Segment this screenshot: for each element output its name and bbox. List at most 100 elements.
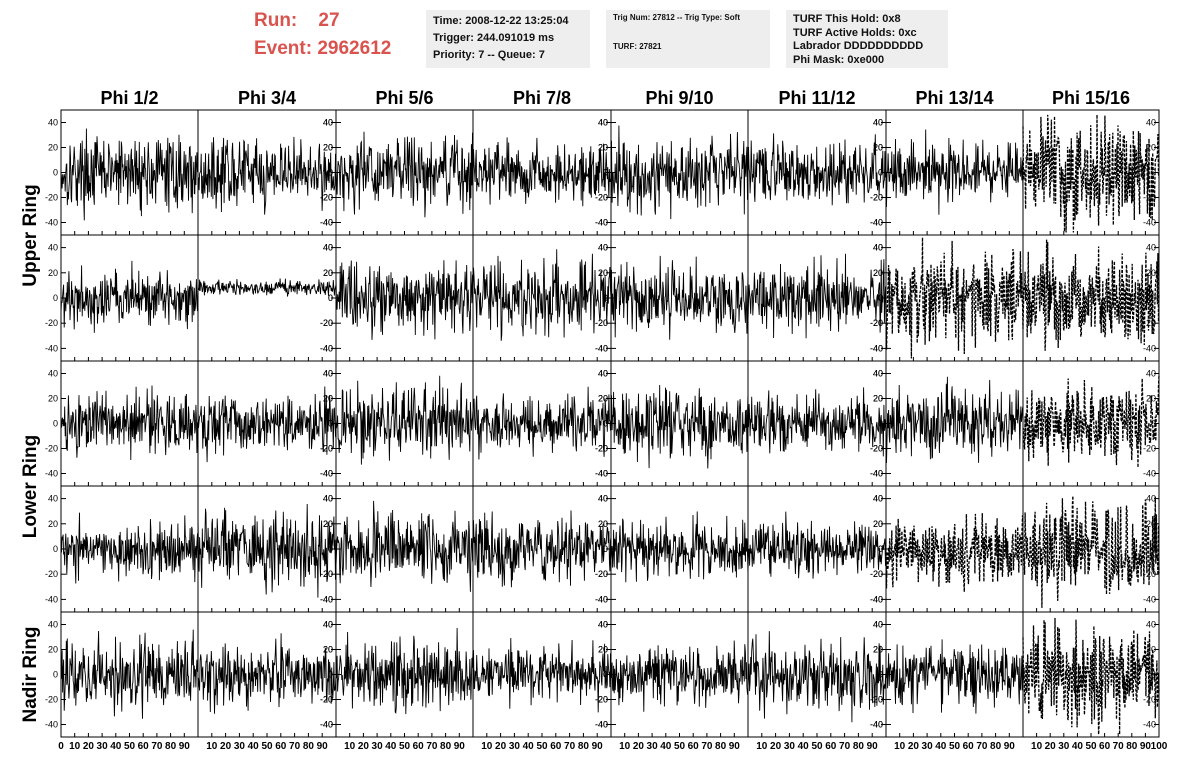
- x-tick-label: 70: [289, 741, 301, 752]
- x-tick-label: 90: [317, 741, 329, 752]
- y-tick-label: 0: [878, 293, 883, 303]
- panel-r3-c6: -40 -20 0 20 40: [870, 485, 1024, 613]
- waveform-trace: [747, 631, 887, 723]
- y-tick-label: 40: [873, 620, 883, 630]
- x-tick-label: 80: [303, 741, 315, 752]
- y-tick-label: -40: [320, 720, 333, 730]
- waveform-trace: [197, 503, 337, 598]
- y-tick-label: 20: [323, 394, 333, 404]
- x-tick-label: 60: [825, 741, 837, 752]
- x-tick-label: 50: [949, 741, 961, 752]
- y-tick-label: 20: [323, 519, 333, 529]
- panel-frame: [197, 234, 337, 362]
- time-info-box: Time: 2008-12-22 13:25:04 Trigger: 244.0…: [426, 10, 590, 68]
- y-tick-label: 40: [873, 243, 883, 253]
- y-tick-label: 40: [1146, 243, 1156, 253]
- y-tick-label: 0: [878, 168, 883, 178]
- x-tick-label: 40: [523, 741, 535, 752]
- turf-info-box: TURF This Hold: 0x8 TURF Active Holds: 0…: [786, 10, 948, 68]
- panel-r4-c4: -40 -20 0 20 40: [595, 611, 749, 738]
- x-tick-label: 50: [399, 741, 411, 752]
- waveform-trace: [1022, 495, 1160, 608]
- row-label: Nadir Ring: [20, 626, 41, 722]
- panel-r4-c0: -40 -20 0 20 40: [45, 611, 199, 738]
- y-tick-label: 40: [873, 494, 883, 504]
- waveform-trace: [885, 237, 1024, 359]
- panel-r0-c2: -40 -20 0 20 40: [320, 109, 474, 236]
- y-tick-label: 0: [603, 544, 608, 554]
- x-tick-label: 20: [358, 741, 370, 752]
- y-tick-label: 20: [598, 645, 608, 655]
- waveform-trace: [885, 513, 1024, 592]
- y-tick-label: 40: [598, 494, 608, 504]
- y-tick-label: 0: [1151, 419, 1156, 429]
- x-tick-label: 90: [1004, 741, 1016, 752]
- x-tick-label: 60: [1099, 741, 1111, 752]
- y-tick-label: 40: [598, 243, 608, 253]
- y-tick-label: 20: [323, 268, 333, 278]
- y-tick-label: 20: [873, 268, 883, 278]
- y-tick-label: 40: [1146, 620, 1156, 630]
- panel-r1-c6: -40 -20 0 20 40: [870, 234, 1024, 362]
- waveform-trace: [1022, 617, 1160, 735]
- y-tick-label: -40: [320, 218, 333, 228]
- panel-r2-c1: -40 -20 0 20 40: [197, 360, 337, 487]
- trig-num-line: Trig Num: 27812 -- Trig Type: Soft: [613, 13, 740, 22]
- event-value: 2962612: [317, 38, 392, 59]
- waveform-trace: [747, 511, 887, 579]
- x-tick-label: 50: [536, 741, 548, 752]
- turf-line: TURF: 27821: [613, 42, 662, 51]
- y-tick-label: -40: [870, 720, 883, 730]
- y-tick-label: -20: [595, 695, 608, 705]
- y-tick-label: 20: [1146, 645, 1156, 655]
- y-tick-label: 40: [323, 243, 333, 253]
- x-tick-label: 40: [248, 741, 260, 752]
- y-tick-label: 0: [328, 168, 333, 178]
- y-tick-label: 20: [48, 519, 58, 529]
- panel-r4-c5: -40 -20 0 20 40: [747, 611, 887, 738]
- y-tick-label: 40: [598, 620, 608, 630]
- x-tick-label: 30: [784, 741, 796, 752]
- y-tick-label: -20: [595, 193, 608, 203]
- y-tick-label: 40: [873, 620, 883, 630]
- run-label: Run: 27: [254, 10, 340, 32]
- y-tick-label: -40: [45, 594, 58, 604]
- y-tick-label: 20: [48, 268, 58, 278]
- y-tick-label: 40: [598, 494, 608, 504]
- panel-r0-c4: -40 -20 0 20 40: [595, 109, 749, 236]
- y-tick-label: -40: [45, 720, 58, 730]
- y-tick-label: -20: [870, 193, 883, 203]
- waveform-trace: [197, 278, 337, 297]
- waveform-trace: [335, 260, 474, 340]
- y-tick-label: -20: [1143, 444, 1156, 454]
- y-tick-label: 0: [603, 419, 608, 429]
- y-tick-label: -40: [870, 469, 883, 479]
- waveform-trace: [472, 386, 612, 460]
- column-header: Phi 15/16: [1052, 88, 1130, 108]
- y-tick-label: 20: [873, 143, 883, 153]
- waveform-trace: [60, 512, 199, 584]
- y-tick-label: -40: [45, 343, 58, 353]
- y-tick-label: -40: [320, 343, 333, 353]
- x-tick-label: 30: [509, 741, 521, 752]
- x-tick-label: 40: [798, 741, 810, 752]
- y-tick-label: 40: [323, 243, 333, 253]
- y-tick-label: -20: [870, 444, 883, 454]
- waveform-trace: [1022, 375, 1160, 468]
- y-tick-label: -20: [595, 444, 608, 454]
- panel-r1-c4: -40 -20 0 20 40: [595, 234, 749, 362]
- x-tick-label: 30: [97, 741, 109, 752]
- x-tick-label: 20: [495, 741, 507, 752]
- x-tick-label: 80: [715, 741, 727, 752]
- x-tick-label: 80: [165, 741, 177, 752]
- x-tick-label: 10: [894, 741, 906, 752]
- x-tick-label: 90: [454, 741, 466, 752]
- x-tick-label: 70: [426, 741, 438, 752]
- y-tick-label: 20: [323, 645, 333, 655]
- y-tick-label: 0: [878, 168, 883, 178]
- column-header: Phi 9/10: [645, 88, 713, 108]
- panel-r2-c0: -40 -20 0 20 40: [45, 360, 199, 487]
- panel-r4-c6: -40 -20 0 20 40: [870, 611, 1024, 738]
- event-label-text: Event:: [254, 38, 313, 59]
- y-tick-label: 20: [598, 519, 608, 529]
